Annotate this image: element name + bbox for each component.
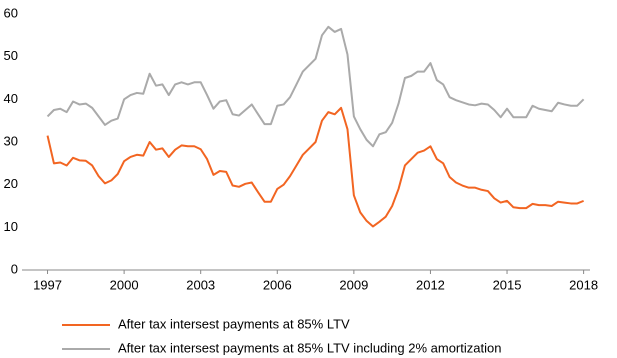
x-tick-label: 1997 xyxy=(33,277,62,292)
x-tick-label: 2006 xyxy=(263,277,292,292)
x-tick-label: 2015 xyxy=(493,277,522,292)
x-tick-label: 2018 xyxy=(569,277,598,292)
y-tick-label: 40 xyxy=(4,91,18,106)
x-tick-label: 2009 xyxy=(339,277,368,292)
series-line xyxy=(46,106,584,228)
y-tick-label: 10 xyxy=(4,219,18,234)
y-tick-label: 20 xyxy=(4,176,18,191)
legend-label: After tax intersest payments at 85% LTV xyxy=(118,316,350,331)
series-line xyxy=(46,25,585,148)
legend-label: After tax intersest payments at 85% LTV … xyxy=(118,340,501,355)
y-tick-label: 50 xyxy=(4,48,18,63)
x-tick-label: 2003 xyxy=(186,277,215,292)
x-tick-label: 2012 xyxy=(416,277,445,292)
y-tick-label: 0 xyxy=(11,261,18,276)
y-tick-label: 30 xyxy=(4,133,18,148)
y-tick-label: 60 xyxy=(4,5,18,20)
x-tick-label: 2000 xyxy=(110,277,139,292)
